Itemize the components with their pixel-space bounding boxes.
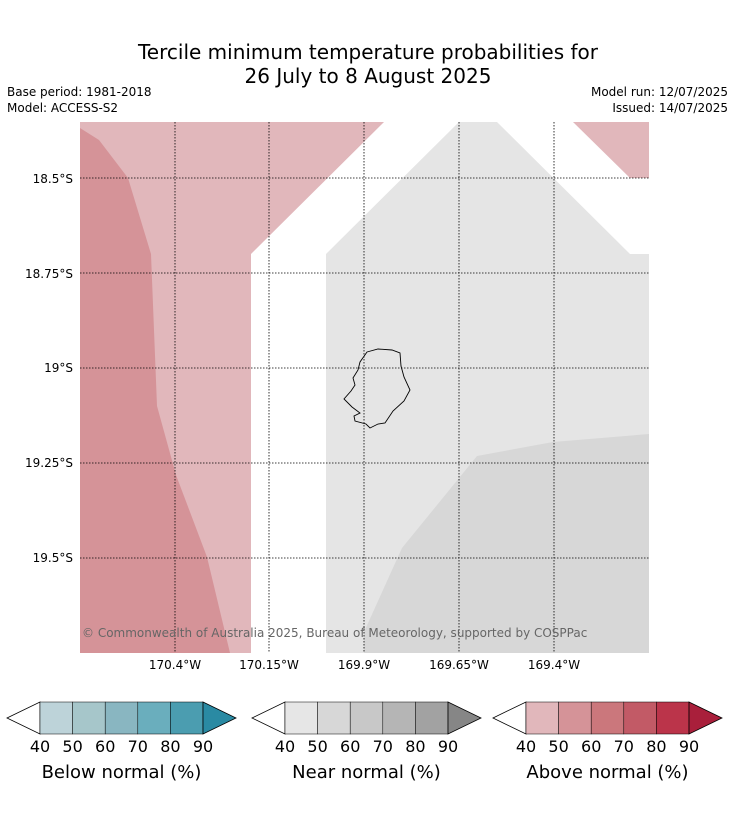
colorbar-title: Near normal (%) — [292, 762, 441, 783]
near-normal-60-region — [364, 434, 649, 653]
colorbar-tick-label: 80 — [405, 737, 425, 756]
colorbar-legends: 40 50 60 70 80 90 Below normal (%) 40 50 60 70 80 90… — [6, 701, 723, 783]
colorbar-title: Below normal (%) — [42, 762, 202, 783]
colorbar-segment — [415, 701, 449, 735]
lat-label: 18.5°S — [33, 172, 73, 186]
map-title-line2: 26 July to 8 August 2025 — [244, 64, 492, 88]
colorbar-tick-label: 70 — [373, 737, 393, 756]
model-text: Model: ACCESS-S2 — [7, 101, 119, 115]
colorbar-tick-label: 70 — [614, 737, 634, 756]
colorbar-tick-label: 60 — [581, 737, 601, 756]
lon-label: 169.4°W — [528, 658, 580, 672]
below-normal-colorbar: 40 50 60 70 80 90 Below normal (%) — [6, 701, 237, 783]
issued-text: Issued: 14/07/2025 — [612, 101, 728, 115]
colorbar-tick-label: 90 — [193, 737, 213, 756]
colorbar-tick-label: 80 — [646, 737, 666, 756]
colorbar-under-arrow — [251, 701, 286, 735]
lon-label: 169.9°W — [338, 658, 390, 672]
niue-coastline — [343, 348, 411, 429]
map-title-line1: Tercile minimum temperature probabilitie… — [137, 40, 599, 64]
colorbar-under-arrow — [492, 701, 527, 735]
colorbar-tick-label: 40 — [275, 737, 295, 756]
lat-label: 19.5°S — [33, 551, 73, 565]
model-run-text: Model run: 12/07/2025 — [590, 85, 728, 99]
colorbar-over-arrow — [688, 701, 723, 735]
graticule — [80, 122, 649, 653]
above-normal-50-region-east — [573, 122, 649, 178]
lon-label: 170.15°W — [239, 658, 299, 672]
colorbar-tick-label: 40 — [516, 737, 536, 756]
colorbar-over-arrow — [202, 701, 237, 735]
colorbar-tick-label: 90 — [679, 737, 699, 756]
lat-label: 19°S — [44, 361, 73, 375]
colorbar-segment — [382, 701, 416, 735]
colorbar-segment — [558, 701, 592, 735]
above-normal-60-region — [80, 128, 230, 653]
colorbar-over-arrow — [447, 701, 482, 735]
colorbar-tick-label: 40 — [30, 737, 50, 756]
lat-label: 19.25°S — [25, 456, 73, 470]
colorbar-segment — [623, 701, 657, 735]
colorbar-segment — [284, 701, 318, 735]
colorbar-segment — [590, 701, 625, 735]
colorbar-title: Above normal (%) — [526, 762, 688, 783]
colorbar-tick-label: 80 — [160, 737, 180, 756]
colorbar-segment — [170, 701, 204, 735]
near-normal-colorbar: 40 50 60 70 80 90 Near normal (%) — [251, 701, 482, 783]
colorbar-segment — [137, 701, 171, 735]
above-normal-colorbar: 40 50 60 70 80 90 Above normal (%) — [492, 701, 723, 783]
lon-label: 169.65°W — [429, 658, 489, 672]
colorbar-tick-label: 70 — [128, 737, 148, 756]
colorbar-tick-label: 50 — [548, 737, 568, 756]
copyright-credit: © Commonwealth of Australia 2025, Bureau… — [82, 626, 587, 640]
colorbar-segment — [39, 701, 73, 735]
colorbar-tick-label: 60 — [95, 737, 115, 756]
colorbar-segment — [656, 701, 690, 735]
colorbar-tick-label: 90 — [438, 737, 458, 756]
colorbar-segment — [317, 701, 351, 735]
colorbar-tick-label: 50 — [62, 737, 82, 756]
colorbar-segment — [349, 701, 384, 735]
colorbar-tick-label: 60 — [340, 737, 360, 756]
map-panel — [80, 122, 649, 653]
colorbar-segment — [104, 701, 139, 735]
colorbar-tick-label: 50 — [307, 737, 327, 756]
colorbar-under-arrow — [6, 701, 41, 735]
lon-label: 170.4°W — [149, 658, 201, 672]
base-period-text: Base period: 1981-2018 — [7, 85, 152, 99]
colorbar-segment — [72, 701, 106, 735]
lat-label: 18.75°S — [25, 267, 73, 281]
colorbar-segment — [525, 701, 559, 735]
